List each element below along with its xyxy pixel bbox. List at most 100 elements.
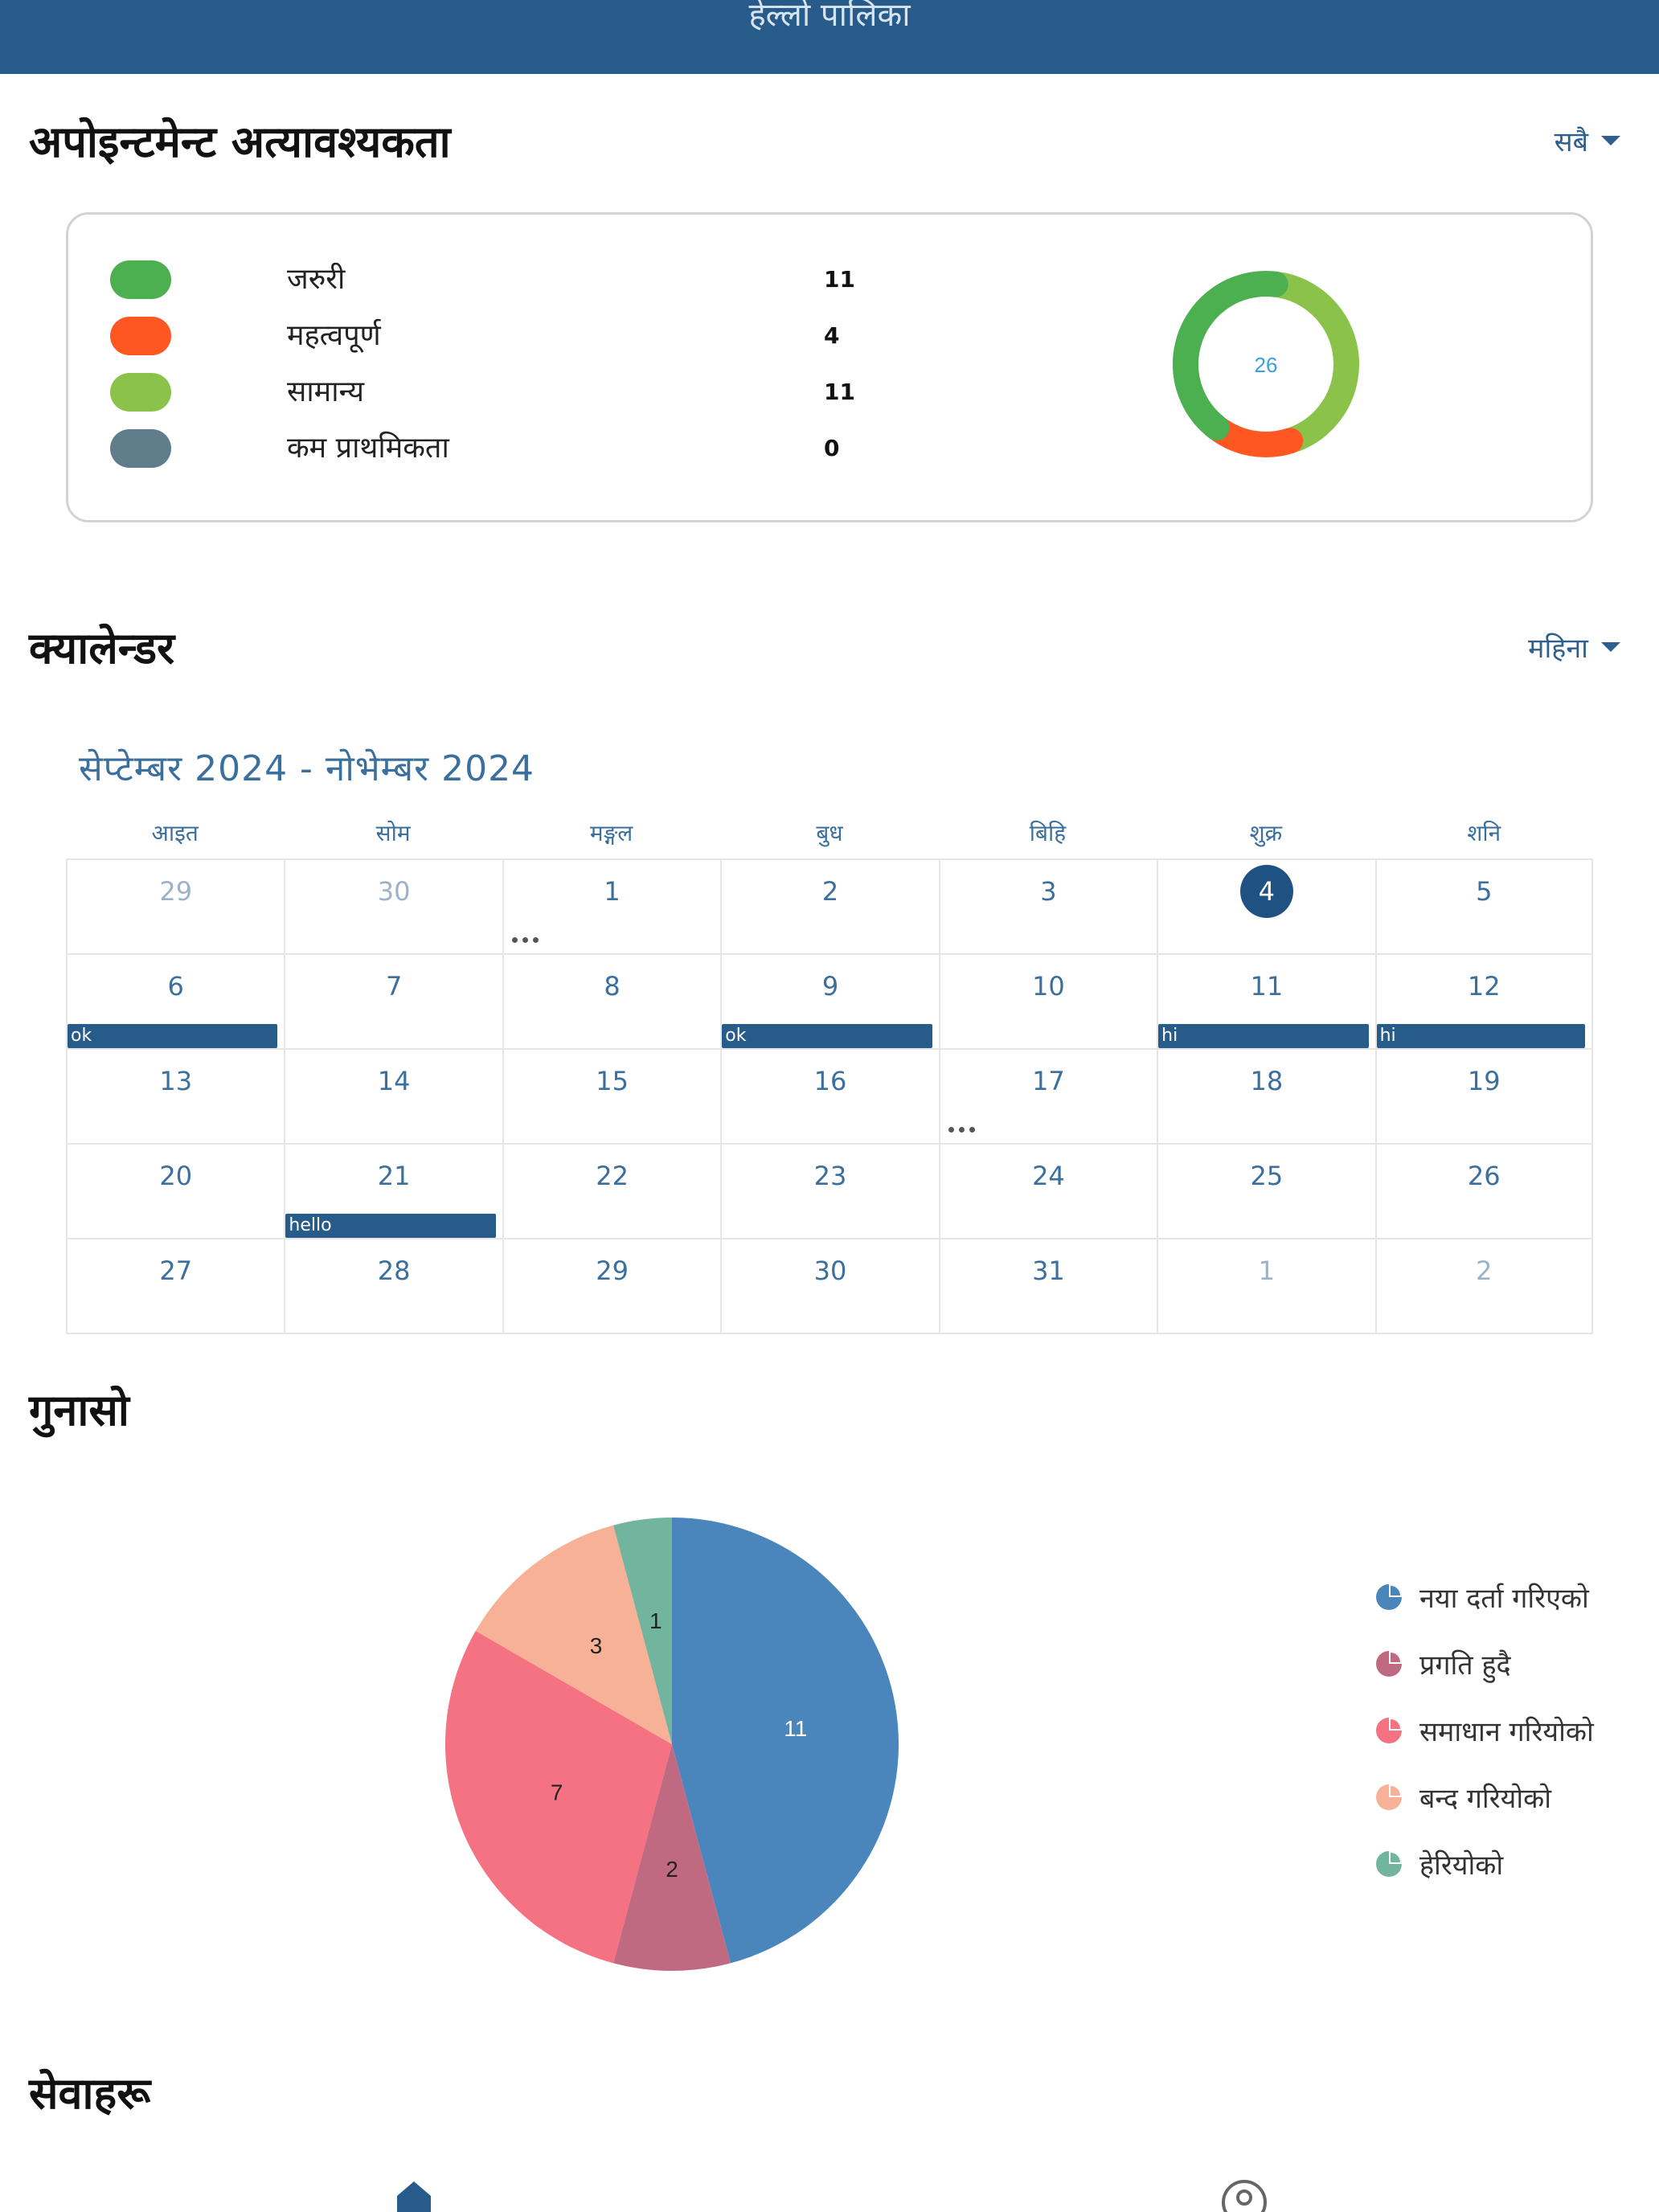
calendar-day-number: 27 bbox=[68, 1252, 284, 1289]
calendar-day-cell[interactable]: 8 bbox=[502, 955, 720, 1048]
donut-segment bbox=[1173, 271, 1359, 457]
day-number-text: 25 bbox=[1250, 1161, 1284, 1191]
calendar-event[interactable]: hi bbox=[1158, 1024, 1369, 1048]
pie-legend-item[interactable]: नया दर्ता गरिएको bbox=[1374, 1563, 1594, 1630]
calendar-day-number: 24 bbox=[940, 1157, 1157, 1194]
day-number-text: 1 bbox=[1258, 1256, 1276, 1286]
calendar-day-cell[interactable]: 1 bbox=[1157, 1239, 1374, 1333]
urgency-donut-chart: 26 bbox=[1173, 271, 1359, 457]
pie-legend-item[interactable]: हेरियोको bbox=[1374, 1830, 1594, 1897]
calendar-day-cell[interactable]: 7 bbox=[284, 955, 502, 1048]
calendar-event[interactable]: ok bbox=[68, 1024, 278, 1048]
urgency-label: जरुरी bbox=[287, 263, 346, 296]
pie-slice[interactable] bbox=[613, 1518, 672, 1744]
calendar-day-number: 30 bbox=[285, 873, 502, 910]
pie-value-label: 11 bbox=[784, 1716, 807, 1741]
day-number-text: 14 bbox=[377, 1066, 411, 1096]
day-number-text: 11 bbox=[1250, 971, 1284, 1002]
pie-slice[interactable] bbox=[475, 1525, 672, 1744]
calendar-day-cell[interactable]: 6 ok bbox=[66, 955, 284, 1048]
calendar-day-cell[interactable]: 25 bbox=[1157, 1145, 1374, 1238]
urgency-filter-dropdown[interactable]: सबै bbox=[1555, 122, 1620, 159]
calendar-day-cell[interactable]: 20 bbox=[66, 1145, 284, 1238]
calendar-day-cell[interactable]: 4 bbox=[1157, 860, 1374, 953]
calendar-day-cell[interactable]: 26 bbox=[1374, 1145, 1593, 1238]
pie-legend-label: नया दर्ता गरिएको bbox=[1419, 1582, 1589, 1615]
day-number-text: 17 bbox=[1032, 1066, 1065, 1096]
calendar-day-cell[interactable]: 3 bbox=[938, 860, 1157, 953]
calendar-day-cell[interactable]: 19 bbox=[1374, 1050, 1593, 1143]
calendar-view-label: महिना bbox=[1528, 633, 1588, 665]
chevron-down-icon bbox=[1601, 136, 1620, 145]
calendar-day-cell[interactable]: 15 bbox=[502, 1050, 720, 1143]
calendar-day-cell[interactable]: 13 bbox=[66, 1050, 284, 1143]
pie-value-label: 7 bbox=[551, 1780, 563, 1804]
app-header: हेल्लो पालिका bbox=[0, 0, 1659, 74]
urgency-count: 11 bbox=[824, 379, 855, 405]
calendar-view-dropdown[interactable]: महिना bbox=[1528, 629, 1620, 666]
pie-slice[interactable] bbox=[445, 1631, 672, 1964]
urgency-color-swatch bbox=[110, 429, 171, 468]
more-events-icon[interactable] bbox=[511, 937, 544, 945]
urgency-count: 4 bbox=[824, 322, 840, 349]
pie-legend-item[interactable]: प्रगति हुदै bbox=[1374, 1630, 1594, 1697]
home-icon[interactable] bbox=[394, 2178, 434, 2212]
pie-legend-item[interactable]: बन्द गरियोको bbox=[1374, 1763, 1594, 1830]
day-number-text: 1 bbox=[604, 876, 621, 907]
more-events-icon[interactable] bbox=[948, 1127, 981, 1135]
user-icon[interactable] bbox=[1220, 2178, 1268, 2212]
calendar-day-cell[interactable]: 2 bbox=[720, 860, 938, 953]
calendar-day-cell[interactable]: 18 bbox=[1157, 1050, 1374, 1143]
day-number-text: 20 bbox=[159, 1161, 193, 1191]
calendar-grid: आइत सोम मङ्गल बुध बिहि शुक्र शनि 29 30 1 2 3 4 5 6 ok 7… bbox=[66, 813, 1593, 1334]
calendar-day-cell[interactable]: 17 bbox=[938, 1050, 1157, 1143]
calendar-day-cell[interactable]: 21 hello bbox=[284, 1145, 502, 1238]
calendar-day-cell[interactable]: 30 bbox=[720, 1239, 938, 1333]
calendar-day-cell[interactable]: 12 hi bbox=[1374, 955, 1593, 1048]
calendar-day-cell[interactable]: 9 ok bbox=[720, 955, 938, 1048]
calendar-section-title: क्यालेन्डर bbox=[29, 623, 175, 674]
calendar-week-row: 20 21 hello 22 23 24 25 26 bbox=[66, 1145, 1593, 1239]
calendar-event[interactable]: ok bbox=[722, 1024, 932, 1048]
day-number-text: 29 bbox=[159, 876, 193, 907]
day-number-text: 6 bbox=[167, 971, 184, 1002]
calendar-day-cell[interactable]: 24 bbox=[938, 1145, 1157, 1238]
calendar-day-cell[interactable]: 1 bbox=[502, 860, 720, 953]
calendar-day-cell[interactable]: 31 bbox=[938, 1239, 1157, 1333]
calendar-day-cell[interactable]: 27 bbox=[66, 1239, 284, 1333]
calendar-event[interactable]: hi bbox=[1376, 1024, 1585, 1048]
calendar-day-cell[interactable]: 28 bbox=[284, 1239, 502, 1333]
calendar-day-number: 16 bbox=[722, 1063, 938, 1100]
day-number-text: 3 bbox=[1040, 876, 1057, 907]
calendar-day-number: 31 bbox=[940, 1252, 1157, 1289]
day-number-text: 31 bbox=[1032, 1256, 1065, 1286]
calendar-day-cell[interactable]: 16 bbox=[720, 1050, 938, 1143]
donut-segment bbox=[1173, 271, 1359, 457]
calendar-day-number: 28 bbox=[285, 1252, 502, 1289]
calendar-day-number: 13 bbox=[68, 1063, 284, 1100]
calendar-day-cell[interactable]: 5 bbox=[1374, 860, 1593, 953]
calendar-day-cell[interactable]: 23 bbox=[720, 1145, 938, 1238]
urgency-count: 0 bbox=[824, 435, 840, 461]
calendar-day-cell[interactable]: 2 bbox=[1374, 1239, 1593, 1333]
calendar-day-cell[interactable]: 14 bbox=[284, 1050, 502, 1143]
pie-slice-icon bbox=[1376, 1784, 1402, 1810]
day-number-text: 15 bbox=[596, 1066, 629, 1096]
calendar-day-cell[interactable]: 29 bbox=[502, 1239, 720, 1333]
pie-slice[interactable] bbox=[672, 1518, 899, 1964]
calendar-day-cell[interactable]: 29 bbox=[66, 860, 284, 953]
pie-legend-item[interactable]: समाधान गरियोको bbox=[1374, 1697, 1594, 1763]
calendar-day-number: 8 bbox=[504, 968, 720, 1005]
pie-legend-label: बन्द गरियोको bbox=[1419, 1782, 1552, 1815]
calendar-day-cell[interactable]: 11 hi bbox=[1157, 955, 1374, 1048]
calendar-day-cell[interactable]: 22 bbox=[502, 1145, 720, 1238]
calendar-day-cell[interactable]: 30 bbox=[284, 860, 502, 953]
urgency-color-swatch bbox=[110, 317, 171, 355]
calendar-day-cell[interactable]: 10 bbox=[938, 955, 1157, 1048]
calendar-day-number: 6 bbox=[68, 968, 284, 1005]
pie-slice[interactable] bbox=[613, 1744, 731, 1971]
calendar-event[interactable]: hello bbox=[285, 1214, 496, 1238]
day-number-text: 27 bbox=[159, 1256, 193, 1286]
day-number-text: 16 bbox=[813, 1066, 847, 1096]
